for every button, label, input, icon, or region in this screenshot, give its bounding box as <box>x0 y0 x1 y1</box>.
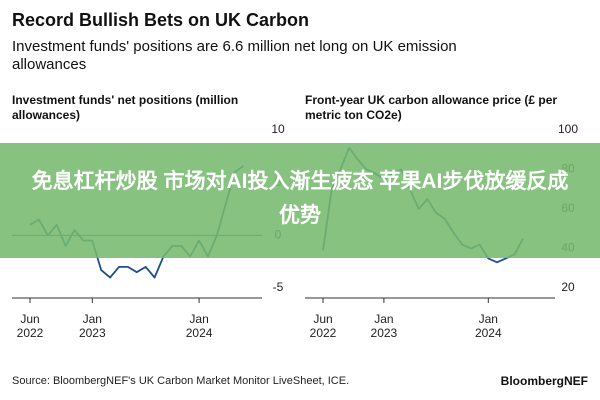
panel-title: Investment funds' net positions (million… <box>12 93 239 122</box>
x-tick-label: Jun 2022 <box>309 312 337 340</box>
x-tick-label: Jun 2022 <box>16 312 44 340</box>
logo: BloombergNEF <box>500 374 588 388</box>
y-tick-label: 10 <box>271 122 285 136</box>
y-tick-label: 100 <box>558 122 578 136</box>
panel-title: Front-year UK carbon allowance price (£ … <box>305 93 558 122</box>
x-tick-label: Jan 2023 <box>78 312 106 340</box>
x-tick-label: Jan 2024 <box>474 312 502 340</box>
x-tick-label: Jan 2023 <box>370 312 398 340</box>
subtitle: Investment funds' positions are 6.6 mill… <box>12 38 457 73</box>
x-tick-label: Jan 2024 <box>185 312 213 340</box>
y-tick-label: -5 <box>273 280 284 294</box>
banner: 免息杠杆炒股 市场对AI投入渐生疲态 苹果AI步伐放缓反成优势 <box>0 143 600 258</box>
y-tick-label: 20 <box>561 280 575 294</box>
title: Record Bullish Bets on UK Carbon <box>12 10 310 30</box>
source: Source: BloombergNEF's UK Carbon Market … <box>12 375 350 387</box>
